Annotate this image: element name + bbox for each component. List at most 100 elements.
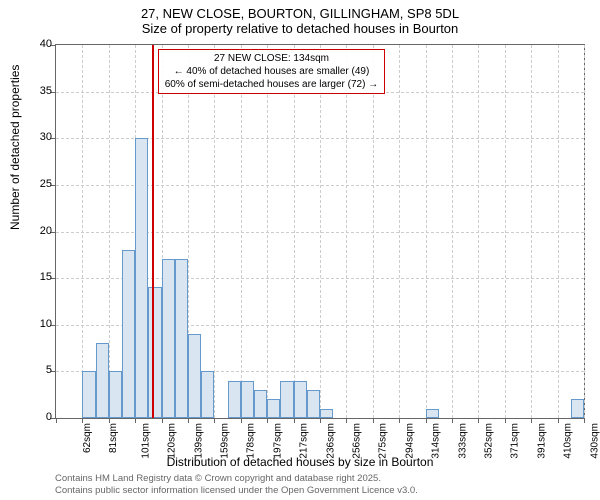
x-tick — [505, 418, 506, 423]
annotation-line: 60% of semi-detached houses are larger (… — [165, 78, 378, 91]
histogram-bar — [294, 381, 307, 418]
x-tick — [478, 418, 479, 423]
x-tick-label: 391sqm — [536, 423, 547, 459]
x-tick-label: 197sqm — [272, 423, 283, 459]
gridline-vertical — [109, 45, 111, 418]
gridline-vertical — [426, 45, 428, 418]
x-tick — [558, 418, 559, 423]
x-tick — [399, 418, 400, 423]
x-tick-label: 371sqm — [510, 423, 521, 459]
histogram-bar — [228, 381, 241, 418]
gridline-vertical — [267, 45, 269, 418]
histogram-bar — [82, 371, 95, 418]
y-tick-label: 5 — [46, 364, 52, 376]
x-tick-label: 139sqm — [193, 423, 204, 459]
annotation-box: 27 NEW CLOSE: 134sqm← 40% of detached ho… — [158, 49, 385, 94]
y-tick-label: 20 — [40, 225, 52, 237]
histogram-bar — [307, 390, 320, 418]
footer-line-1: Contains HM Land Registry data © Crown c… — [55, 473, 381, 484]
histogram-bar — [280, 381, 293, 418]
histogram-bar — [571, 399, 584, 418]
y-tick-label: 30 — [40, 131, 52, 143]
histogram-bar — [122, 250, 135, 418]
plot-area: 62sqm81sqm101sqm120sqm139sqm159sqm178sqm… — [55, 44, 585, 419]
chart-container: 27, NEW CLOSE, BOURTON, GILLINGHAM, SP8 … — [0, 0, 600, 500]
x-tick-label: 256sqm — [352, 423, 363, 459]
x-tick-label: 275sqm — [378, 423, 389, 459]
gridline-vertical — [241, 45, 243, 418]
x-tick — [294, 418, 295, 423]
x-tick-label: 159sqm — [220, 423, 231, 459]
reference-line — [152, 45, 154, 418]
x-tick-label: 120sqm — [167, 423, 178, 459]
x-tick — [531, 418, 532, 423]
x-tick — [82, 418, 83, 423]
histogram-bar — [96, 343, 109, 418]
x-tick — [162, 418, 163, 423]
gridline-vertical — [346, 45, 348, 418]
histogram-bar — [241, 381, 254, 418]
x-tick-label: 410sqm — [563, 423, 574, 459]
gridline-vertical — [452, 45, 454, 418]
gridline-vertical — [531, 45, 533, 418]
x-tick — [320, 418, 321, 423]
x-tick — [373, 418, 374, 423]
x-tick-label: 81sqm — [108, 423, 119, 453]
x-tick-label: 294sqm — [404, 423, 415, 459]
x-tick-label: 352sqm — [484, 423, 495, 459]
x-tick — [135, 418, 136, 423]
x-tick — [241, 418, 242, 423]
x-tick — [214, 418, 215, 423]
gridline-vertical — [373, 45, 375, 418]
x-tick-label: 62sqm — [82, 423, 93, 453]
y-axis-label: Number of detached properties — [8, 65, 22, 230]
gridline-vertical — [214, 45, 216, 418]
gridline-vertical — [505, 45, 507, 418]
y-tick-label: 10 — [40, 318, 52, 330]
histogram-bar — [201, 371, 214, 418]
histogram-bar — [175, 259, 188, 418]
histogram-bar — [267, 399, 280, 418]
gridline-vertical — [399, 45, 401, 418]
chart-title-main: 27, NEW CLOSE, BOURTON, GILLINGHAM, SP8 … — [0, 0, 600, 21]
y-tick-label: 15 — [40, 271, 52, 283]
y-tick-label: 25 — [40, 178, 52, 190]
histogram-bar — [254, 390, 267, 418]
x-tick-label: 101sqm — [140, 423, 151, 459]
x-tick-label: 236sqm — [325, 423, 336, 459]
x-tick — [346, 418, 347, 423]
y-tick-label: 0 — [46, 411, 52, 423]
annotation-line: ← 40% of detached houses are smaller (49… — [165, 65, 378, 78]
gridline-vertical — [82, 45, 84, 418]
footer-line-2: Contains public sector information licen… — [55, 485, 418, 496]
x-tick — [267, 418, 268, 423]
x-tick-label: 430sqm — [589, 423, 600, 459]
histogram-bar — [135, 138, 148, 418]
x-tick — [56, 418, 57, 423]
x-tick-label: 178sqm — [246, 423, 257, 459]
y-tick-label: 40 — [40, 38, 52, 50]
x-tick — [109, 418, 110, 423]
x-tick-label: 333sqm — [457, 423, 468, 459]
x-tick-label: 217sqm — [299, 423, 310, 459]
histogram-bar — [162, 259, 175, 418]
x-tick — [584, 418, 585, 423]
chart-title-sub: Size of property relative to detached ho… — [0, 21, 600, 40]
histogram-bar — [320, 409, 333, 418]
gridline-vertical — [320, 45, 322, 418]
histogram-bar — [109, 371, 122, 418]
gridline-vertical — [294, 45, 296, 418]
x-tick-label: 314sqm — [431, 423, 442, 459]
y-tick-label: 35 — [40, 85, 52, 97]
gridline-vertical — [558, 45, 560, 418]
annotation-line: 27 NEW CLOSE: 134sqm — [165, 52, 378, 65]
histogram-bar — [426, 409, 439, 418]
x-tick — [188, 418, 189, 423]
histogram-bar — [148, 287, 161, 418]
gridline-vertical — [478, 45, 480, 418]
x-tick — [426, 418, 427, 423]
histogram-bar — [188, 334, 201, 418]
gridline-vertical — [584, 45, 586, 418]
x-axis-label: Distribution of detached houses by size … — [0, 455, 600, 469]
x-tick — [452, 418, 453, 423]
